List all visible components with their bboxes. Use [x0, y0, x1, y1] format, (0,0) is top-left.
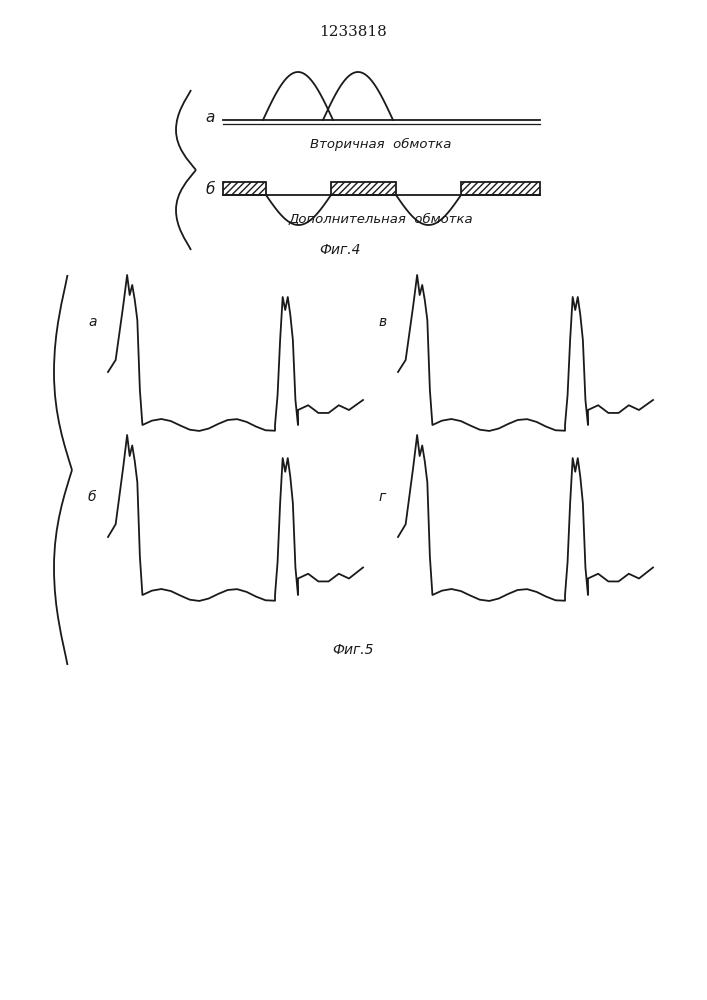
Bar	[461, 182, 540, 195]
Text: а: а	[205, 110, 215, 125]
Text: Дополнительная  обмотка: Дополнительная обмотка	[288, 213, 473, 226]
Text: б: б	[205, 182, 215, 196]
Text: Вторичная  обмотка: Вторичная обмотка	[310, 138, 452, 151]
Text: а: а	[88, 315, 96, 329]
Text: Фиг.5: Фиг.5	[332, 643, 374, 657]
Text: б: б	[88, 490, 96, 504]
Text: в: в	[378, 315, 386, 329]
Bar	[331, 182, 396, 195]
Bar	[223, 182, 266, 195]
Text: Фиг.4: Фиг.4	[320, 243, 361, 257]
Text: г: г	[378, 490, 385, 504]
Text: 1233818: 1233818	[319, 25, 387, 39]
